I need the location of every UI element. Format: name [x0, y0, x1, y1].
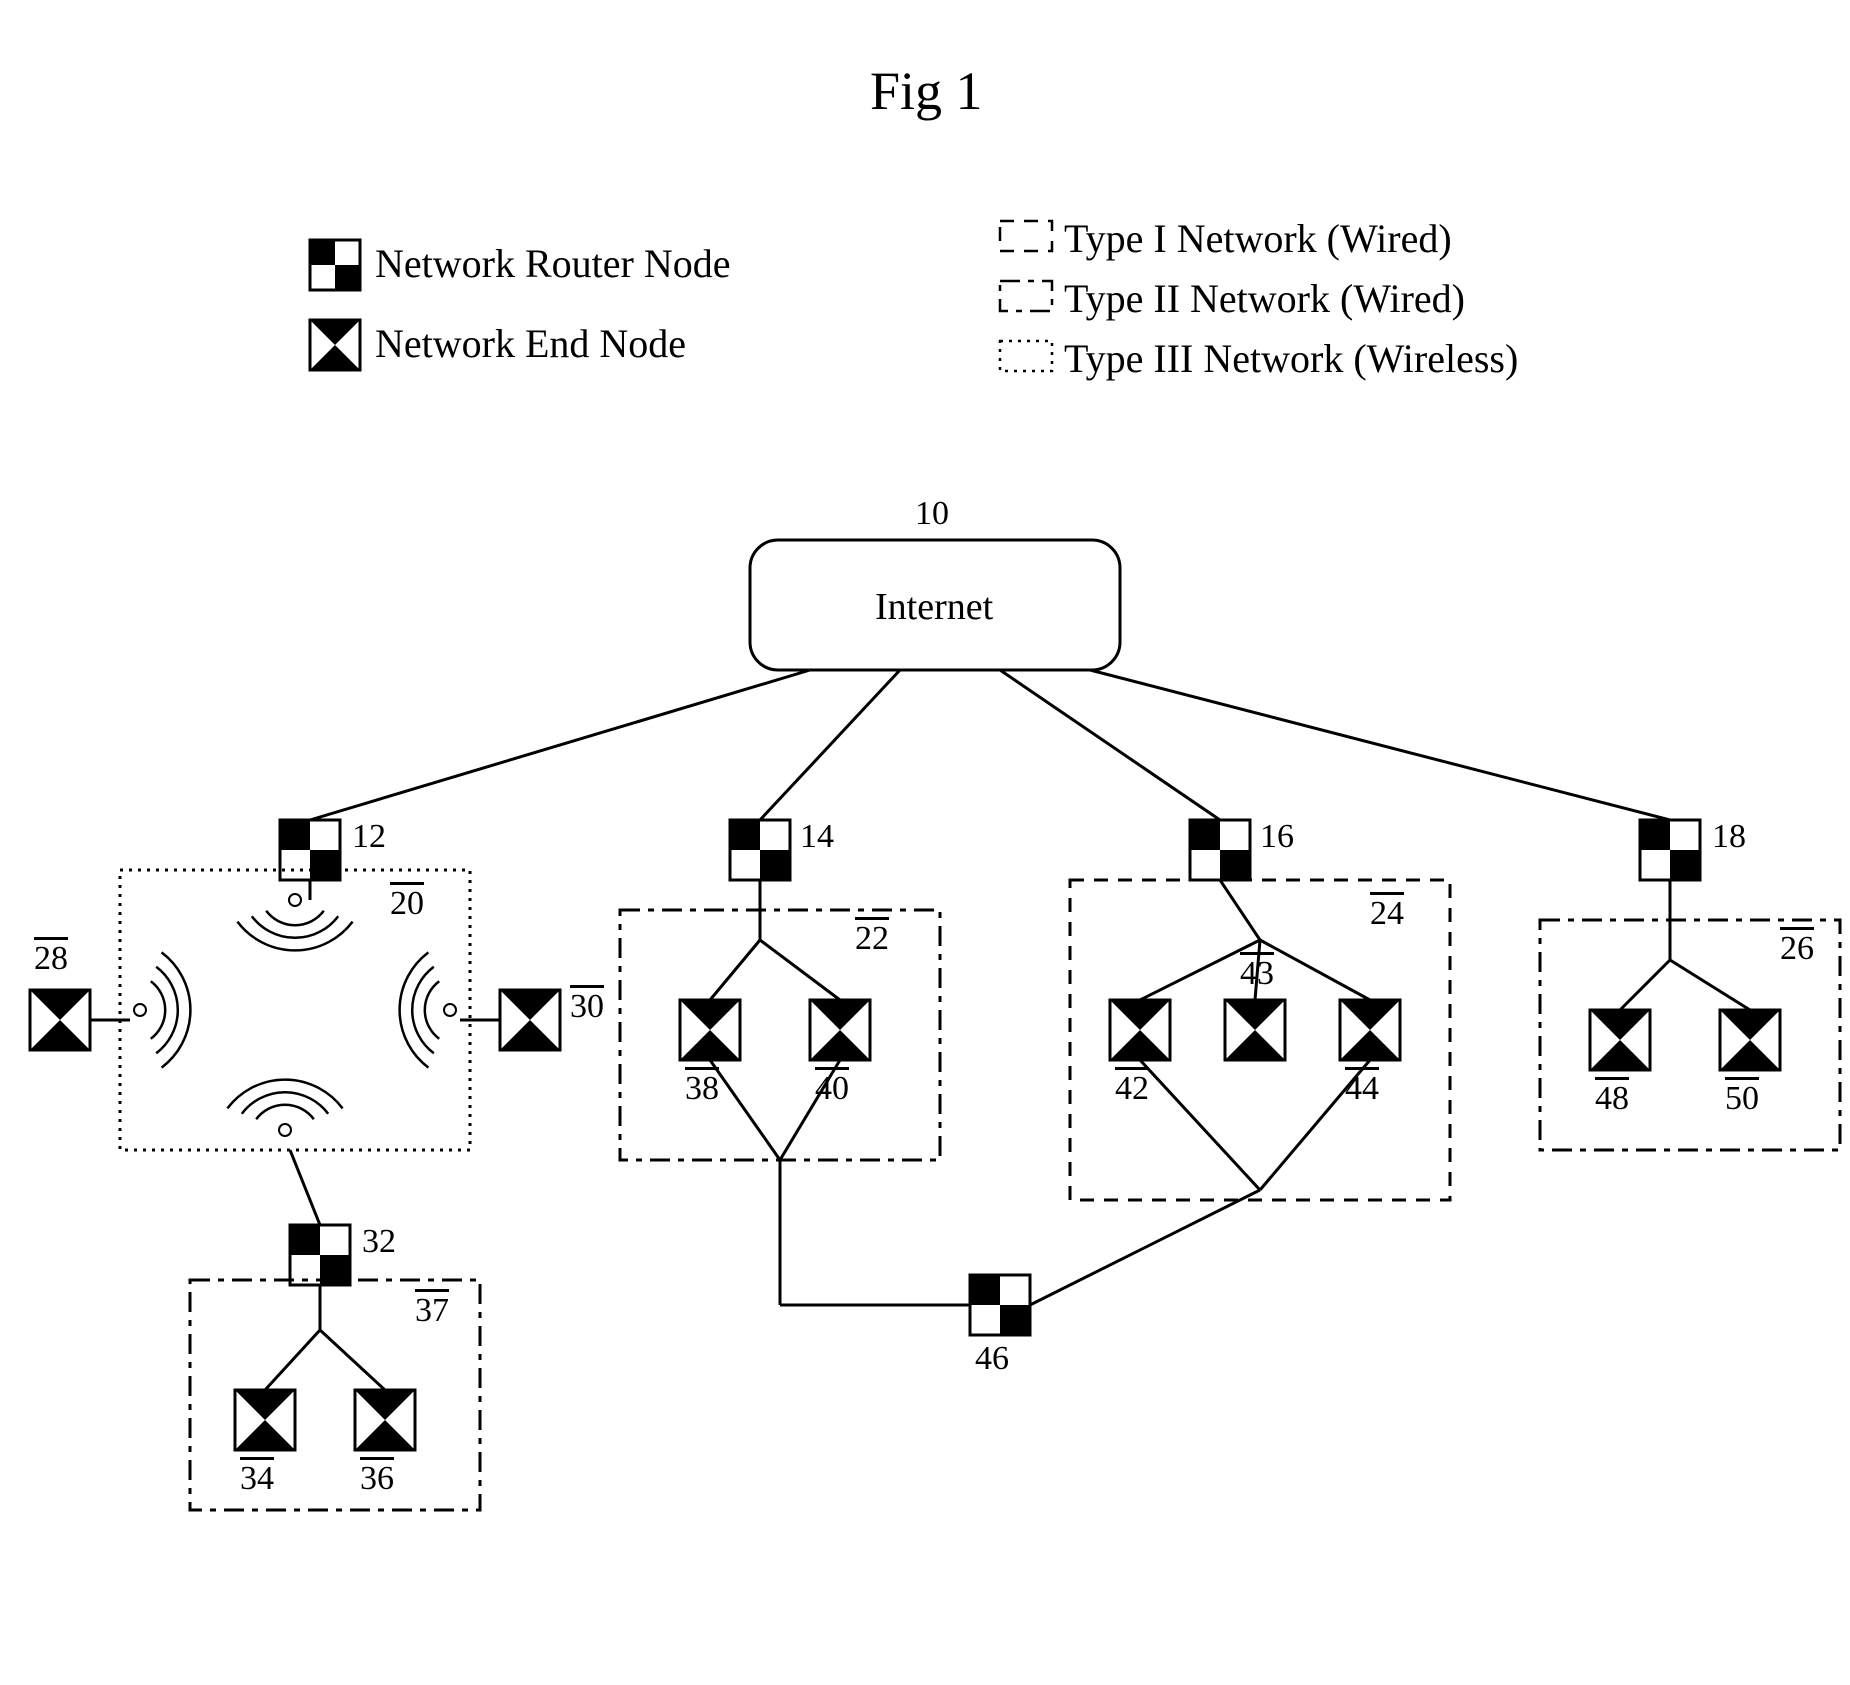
endnode-30-label: 30 [570, 988, 604, 1026]
router-18-label: 18 [1712, 818, 1746, 856]
endnode-43-label: 43 [1240, 955, 1274, 993]
endnode-38-label: 38 [685, 1070, 719, 1108]
subnet-24-label: 24 [1370, 895, 1404, 933]
endnode-50-label: 50 [1725, 1080, 1759, 1118]
endnode-42-label: 42 [1115, 1070, 1149, 1108]
router-32-label: 32 [362, 1223, 396, 1261]
endnode-48-label: 48 [1595, 1080, 1629, 1118]
internet-label: Internet [875, 585, 993, 629]
subnet-26-label: 26 [1780, 930, 1814, 968]
subnet-22-label: 22 [855, 920, 889, 958]
endnode-44-label: 44 [1345, 1070, 1379, 1108]
diagram-canvas: Fig 1 Network Router Node Network End No… [0, 0, 1850, 1685]
subnet-20-label: 20 [390, 885, 424, 923]
internet-ref: 10 [915, 495, 949, 533]
router-14-label: 14 [800, 818, 834, 856]
router-12-label: 12 [352, 818, 386, 856]
endnode-40-label: 40 [815, 1070, 849, 1108]
diagram-svg [0, 0, 1850, 1685]
endnode-34-label: 34 [240, 1460, 274, 1498]
endnode-28-label: 28 [34, 940, 68, 978]
endnode-36-label: 36 [360, 1460, 394, 1498]
subnet-37-label: 37 [415, 1292, 449, 1330]
router-16-label: 16 [1260, 818, 1294, 856]
router-46-label: 46 [975, 1340, 1009, 1378]
